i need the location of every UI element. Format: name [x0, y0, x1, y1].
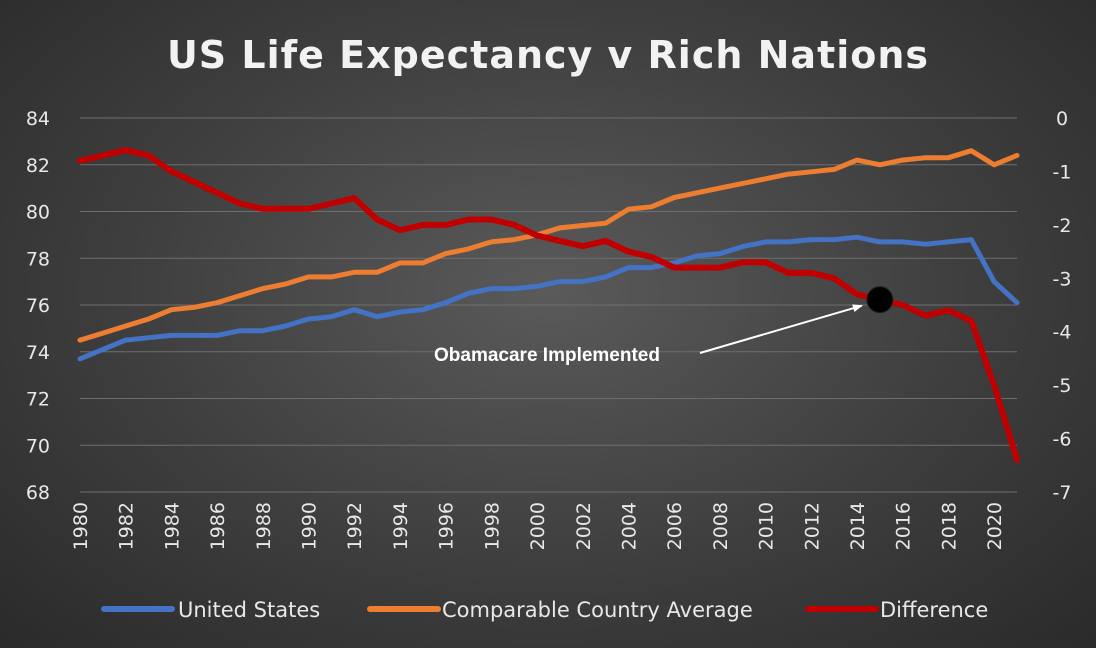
- x-tick-label: 2004: [618, 502, 640, 550]
- legend-label: Comparable Country Average: [442, 598, 753, 622]
- right-y-axis: 0 -1 -2 -3 -4 -5 -6 -7: [1053, 108, 1072, 504]
- comparable-country-average-line: [77, 148, 1020, 343]
- annotation-point-marker: [866, 286, 894, 314]
- united-states-line: [77, 234, 1020, 362]
- x-tick-label: 1996: [436, 502, 458, 550]
- right-tick-label: -1: [1053, 161, 1072, 183]
- x-tick-label: 1984: [161, 502, 183, 550]
- legend-item-difference: Difference: [805, 598, 988, 622]
- legend-label: United States: [178, 598, 320, 622]
- x-tick-label: 2020: [984, 502, 1006, 550]
- x-tick-label: 2008: [710, 502, 732, 550]
- annotation-label: Obamacare Implemented: [434, 345, 660, 366]
- x-tick-label: 2014: [847, 502, 869, 550]
- legend-item-united-states: United States: [101, 598, 320, 622]
- right-tick-label: 0: [1056, 108, 1068, 130]
- left-tick-label: 68: [26, 482, 50, 504]
- left-tick-label: 80: [26, 202, 50, 224]
- right-tick-label: -6: [1053, 429, 1072, 451]
- x-tick-label: 1988: [253, 502, 275, 550]
- gridlines: [80, 117, 1017, 493]
- left-y-axis: 84 82 80 78 76 74 72 70 68: [26, 108, 50, 504]
- legend-label: Difference: [880, 598, 988, 622]
- x-tick-label: 2018: [938, 502, 960, 550]
- left-tick-label: 82: [26, 155, 50, 177]
- x-tick-label: 1980: [70, 502, 92, 550]
- legend-item-comparable-country-average: Comparable Country Average: [367, 598, 753, 622]
- right-tick-label: -3: [1053, 268, 1072, 290]
- x-tick-label: 1990: [299, 502, 321, 550]
- left-tick-label: 74: [26, 342, 50, 364]
- right-tick-label: -7: [1053, 482, 1072, 504]
- difference-line: [77, 147, 1020, 463]
- left-tick-label: 78: [26, 248, 50, 270]
- x-tick-label: 1994: [390, 502, 412, 550]
- annotations: Obamacare Implemented: [434, 286, 894, 366]
- left-tick-label: 84: [26, 108, 50, 130]
- chart-title: US Life Expectancy v Rich Nations: [167, 33, 929, 77]
- x-tick-label: 2000: [527, 502, 549, 550]
- legend: United States Comparable Country Average D…: [101, 598, 988, 622]
- x-tick-label: 1982: [116, 502, 138, 550]
- x-tick-label: 1992: [344, 502, 366, 550]
- right-tick-label: -2: [1053, 215, 1072, 237]
- x-tick-label: 1998: [481, 502, 503, 550]
- series-lines: [77, 147, 1020, 463]
- left-tick-label: 72: [26, 389, 50, 411]
- left-tick-label: 70: [26, 435, 50, 457]
- x-axis: 1980 1982 1984 1986 1988 1990 1992 1994 1996 1998…: [70, 502, 1006, 550]
- x-tick-label: 2010: [756, 502, 778, 550]
- right-tick-label: -4: [1053, 322, 1072, 344]
- x-tick-label: 2012: [801, 502, 823, 550]
- x-tick-label: 2006: [664, 502, 686, 550]
- x-tick-label: 1986: [207, 502, 229, 550]
- right-tick-label: -5: [1053, 375, 1072, 397]
- left-tick-label: 76: [26, 295, 50, 317]
- x-tick-label: 2002: [573, 502, 595, 550]
- x-tick-label: 2016: [893, 502, 915, 550]
- annotation-arrow: [699, 304, 863, 354]
